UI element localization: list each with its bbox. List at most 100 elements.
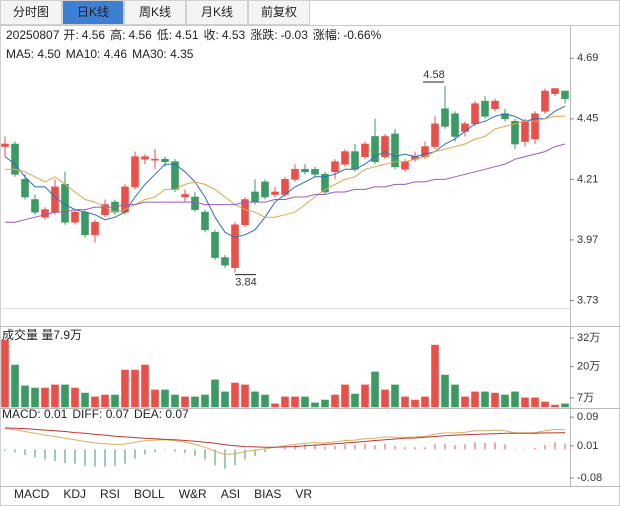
volume-bar [191, 396, 199, 408]
tab[interactable] [248, 0, 310, 25]
candle-body [461, 123, 469, 132]
volume-bar [21, 385, 29, 408]
volume-bar [1, 339, 9, 408]
volume-bar [241, 384, 249, 408]
y-tick-label: 7万 [577, 392, 594, 404]
candle-body [511, 121, 519, 145]
candle-body [401, 161, 409, 170]
tab-label[interactable]: 分时图 [13, 5, 49, 19]
volume-bar [171, 394, 179, 408]
y-tick-label: -0.08 [577, 472, 602, 484]
candle-body [271, 191, 279, 195]
candle-body [81, 211, 89, 236]
volume-bar [381, 389, 389, 408]
volume-bar [531, 397, 539, 408]
indicator-tab[interactable]: BIAS [254, 487, 281, 501]
candle-body [381, 136, 389, 157]
volume-bar [291, 396, 299, 408]
volume-bar [201, 394, 209, 408]
max-annotation: 4.58 [423, 69, 444, 81]
info-label: 涨幅: [313, 27, 340, 42]
candle-body [521, 121, 529, 142]
volume-bar [361, 384, 369, 408]
candle-body [11, 143, 19, 175]
volume-bar [551, 404, 559, 408]
candle-body [201, 211, 209, 231]
y-tick-label: 20万 [577, 361, 600, 373]
tab[interactable] [0, 0, 62, 25]
info-label: 收: [204, 28, 219, 42]
candle-body [151, 158, 159, 161]
candle-body [391, 133, 399, 168]
min-annotation: 3.84 [235, 277, 256, 289]
candle-body [31, 199, 39, 213]
indicator-tab[interactable]: VR [295, 487, 312, 501]
volume-bar [421, 396, 429, 408]
volume-bar [81, 392, 89, 408]
candle-body [361, 143, 369, 157]
date: 20250807 [6, 28, 60, 42]
candle-body [21, 179, 29, 198]
ma-line [5, 143, 566, 223]
volume-bar [391, 384, 399, 408]
candle-body [371, 136, 379, 162]
candle-body [41, 209, 49, 218]
volume-bar [211, 379, 219, 408]
macd-line [4, 427, 566, 448]
candle-body [221, 257, 229, 266]
info-label: 高: [110, 27, 125, 42]
indicator-tab[interactable]: RSI [100, 487, 120, 501]
volume-bar [141, 364, 149, 408]
indicator-tab[interactable]: MACD [14, 487, 50, 501]
candle-body [471, 103, 479, 125]
legend-entry: MA30: 4.35 [132, 47, 194, 61]
tab-label[interactable]: 前复权 [261, 4, 297, 19]
volume-bar [31, 387, 39, 408]
candle-body [71, 211, 79, 223]
info-label: 涨跌: [250, 27, 277, 42]
tab[interactable] [186, 0, 248, 25]
candle-body [431, 123, 439, 147]
volume-bar [471, 391, 479, 408]
legend-entry: MACD: 0.01 [2, 407, 68, 421]
candle-body [451, 113, 459, 137]
candle-body [251, 191, 259, 203]
tab-label[interactable]: 日K线 [77, 5, 109, 19]
indicator-tab[interactable]: KDJ [63, 487, 86, 501]
volume-bar [401, 396, 409, 408]
y-tick-label: 4.69 [577, 52, 598, 64]
candle-body [191, 196, 199, 210]
volume-bar [151, 389, 159, 408]
candle-body [211, 232, 219, 258]
volume-bar [441, 374, 449, 408]
candle-body [141, 156, 149, 160]
candle-body [301, 168, 309, 173]
volume-bar [521, 397, 529, 408]
indicator-tab[interactable]: ASI [221, 487, 240, 501]
volume-bar [261, 394, 269, 408]
candle-body [531, 113, 539, 140]
tab[interactable] [124, 0, 186, 25]
volume-bar [481, 391, 489, 408]
candle-body [291, 168, 299, 180]
volume-bar [461, 396, 469, 408]
volume-bar [251, 391, 259, 408]
legend-entry: DEA: 0.07 [134, 407, 189, 421]
tab[interactable] [62, 0, 124, 25]
volume-bar [231, 382, 239, 408]
indicator-tab[interactable]: W&R [179, 487, 207, 501]
volume-bar [501, 394, 509, 408]
tab-label[interactable]: 月K线 [201, 5, 233, 19]
volume-bar [561, 403, 569, 408]
candle-body [441, 108, 449, 127]
volume-bar [221, 391, 229, 408]
indicator-tab[interactable]: BOLL [134, 487, 165, 501]
candle-body [321, 174, 329, 193]
volume-bar [41, 387, 49, 408]
volume-bar [311, 402, 319, 408]
macd-line [4, 428, 566, 456]
volume-bar [71, 387, 79, 408]
info-value: 4.53 [222, 28, 246, 42]
tab-label[interactable]: 周K线 [139, 5, 171, 19]
